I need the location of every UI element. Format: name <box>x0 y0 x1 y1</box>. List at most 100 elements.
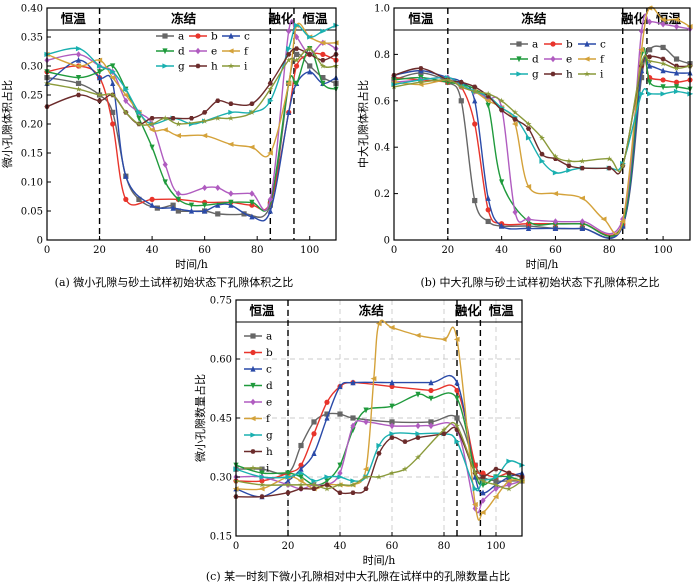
data-point-c <box>454 379 460 386</box>
legend-marker-g <box>516 71 523 77</box>
data-point-b <box>389 383 395 390</box>
data-point-h <box>285 490 291 495</box>
x-tick-label: 60 <box>386 541 399 552</box>
x-tick-label: 20 <box>441 245 454 256</box>
legend-marker-h <box>550 71 556 77</box>
data-point-i <box>285 481 291 488</box>
data-point-i <box>259 481 265 488</box>
data-point-f <box>453 336 460 342</box>
legend-label-f: f <box>244 46 249 58</box>
data-point-e <box>552 218 559 225</box>
data-point-a <box>638 75 645 81</box>
data-point-g <box>647 91 653 97</box>
data-point-a <box>647 47 653 53</box>
data-point-f <box>479 509 486 515</box>
chart-b-panel: 恒温 冻结 融化 恒温0 20 40 60 80 10000.20.40.60.81.0时间/h… <box>356 4 694 289</box>
data-point-i <box>458 83 465 90</box>
data-point-i <box>306 45 313 52</box>
data-point-e <box>228 190 234 197</box>
legend: a b c d e f g h i <box>510 39 606 81</box>
data-point-c <box>267 207 273 214</box>
data-point-i <box>135 120 142 127</box>
series-line-d <box>46 47 337 212</box>
y-tick-label: 0.30 <box>210 473 232 484</box>
data-point-c <box>249 213 255 220</box>
data-point-g <box>415 431 422 437</box>
data-point-d <box>188 202 195 209</box>
data-point-d <box>202 202 208 209</box>
y-tick-label: 0.05 <box>21 207 43 218</box>
x-tick-label: 40 <box>334 541 347 552</box>
data-point-g <box>267 98 274 104</box>
data-point-h <box>480 474 486 480</box>
legend-label-c: c <box>600 39 606 51</box>
data-point-i <box>619 162 626 169</box>
data-point-c <box>428 379 434 386</box>
data-point-i <box>122 109 129 115</box>
legend-marker-c <box>228 32 234 39</box>
series-line-h <box>235 426 523 498</box>
series-line-d <box>235 392 523 486</box>
data-point-f <box>148 127 155 133</box>
data-point-b <box>293 63 300 69</box>
data-point-g <box>389 431 396 437</box>
data-point-d <box>389 403 395 410</box>
data-point-i <box>539 134 545 141</box>
data-point-f <box>267 150 273 156</box>
legend-label-g: g <box>178 61 185 73</box>
data-point-f <box>552 191 559 197</box>
data-point-i <box>214 115 221 121</box>
legend-label-i: i <box>244 61 248 73</box>
data-point-f <box>472 501 478 508</box>
data-point-h <box>267 81 273 86</box>
data-point-c <box>552 225 559 231</box>
y-tick-label: 0.15 <box>210 532 232 543</box>
data-point-b <box>673 79 680 85</box>
legend-label-a: a <box>532 39 538 51</box>
data-point-d <box>136 115 142 122</box>
data-point-i <box>525 120 532 127</box>
x-tick-label: 20 <box>282 541 295 552</box>
data-point-d <box>228 199 234 206</box>
legend-marker-i <box>228 62 234 69</box>
data-point-i <box>376 473 382 480</box>
data-point-d <box>75 75 82 81</box>
data-point-d <box>454 395 460 402</box>
data-point-a <box>350 415 356 421</box>
legend-marker-i <box>584 70 590 77</box>
phase-label: 恒温 <box>61 11 87 26</box>
data-point-i <box>498 97 505 104</box>
series-line-f <box>393 6 691 235</box>
data-point-i <box>444 76 451 83</box>
data-point-d <box>499 179 505 186</box>
data-point-f <box>659 17 666 23</box>
data-point-h <box>512 117 518 122</box>
data-point-c <box>215 202 221 208</box>
data-point-h <box>215 98 221 104</box>
data-point-f <box>370 376 377 382</box>
data-point-i <box>389 469 395 476</box>
x-tick-label: 80 <box>438 541 451 552</box>
panel-caption: (b) 中大孔隙与砂土试样初始状态下孔隙体积之比 <box>420 275 659 289</box>
chart-c-panel: 恒温 冻结 融化 恒温0 20 40 60 80 1000.150.300.450.600.75… <box>193 296 526 583</box>
data-point-h <box>493 466 499 472</box>
legend-marker-g <box>250 432 257 438</box>
phase-label: 恒温 <box>408 11 434 26</box>
series-line-i <box>235 421 523 490</box>
legend-label-e: e <box>266 397 272 409</box>
data-point-h <box>539 151 545 157</box>
data-point-i <box>337 481 343 488</box>
legend-marker-i <box>250 464 256 471</box>
data-point-i <box>638 60 645 67</box>
data-point-f <box>492 494 499 500</box>
data-point-d <box>249 199 255 206</box>
legend-marker-f <box>249 415 256 422</box>
data-point-c <box>337 383 343 390</box>
legend-marker-f <box>583 56 590 62</box>
legend-label-e: e <box>566 54 572 66</box>
data-point-g <box>673 88 680 95</box>
data-point-i <box>363 473 369 480</box>
data-point-e <box>638 28 645 35</box>
data-point-h <box>75 92 82 98</box>
x-axis-title: 时间/h <box>175 258 208 271</box>
